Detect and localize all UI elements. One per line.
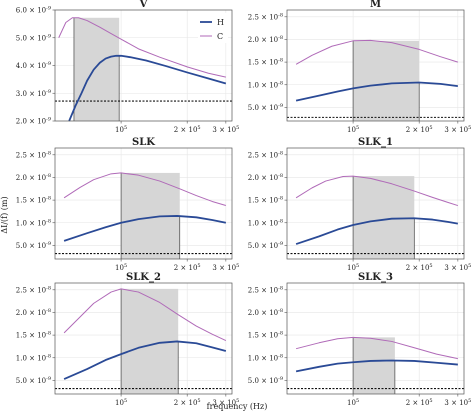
y-tick-label: 2.0 × 10-8 [248,308,283,317]
x-tick-label: 2 × 105 [406,125,433,134]
x-tick-label: 105 [115,125,127,134]
y-tick-label: 4.0 × 10-9 [16,61,51,70]
y-tick-label: 5.0 × 10-9 [248,103,283,112]
y-tick-label: 2.0 × 10-9 [16,117,51,126]
y-tick-label: 5.0 × 10-9 [248,376,283,385]
panel-title: SLK_2 [126,272,161,283]
y-tick-label: 2.0 × 10-8 [248,173,283,182]
x-tick-label: 2 × 105 [406,263,433,272]
y-tick-label: 2.5 × 10-8 [248,150,283,159]
x-tick-label: 105 [115,263,127,272]
x-tick-label: 3 × 105 [212,398,239,407]
panel-title: M [370,0,381,10]
legend-box [198,13,228,43]
x-tick-label: 2 × 105 [174,398,201,407]
y-tick-label: 2.5 × 10-8 [16,150,51,159]
y-tick-label: 5.0 × 10-9 [16,241,51,250]
series-line-c [63,288,227,341]
x-axis-label: frequency (Hz) [207,402,268,411]
y-tick-label: 1.0 × 10-8 [248,353,283,362]
plot-frame [286,147,465,260]
panel-slk-1: 105 2 × 105 3 × 105 5.0 × 10-9 1.0 × 10-8 1.5… [248,137,472,272]
y-tick-label: 1.5 × 10-8 [248,196,283,205]
series-line-h [295,81,458,102]
x-tick-label: 2 × 105 [174,125,201,134]
y-tick-label: 1.0 × 10-8 [248,218,283,227]
y-axis-label: ΔI/(f) (m) [0,196,9,233]
y-tick-label: 1.5 × 10-8 [16,331,51,340]
x-tick-label: 3 × 105 [212,125,239,134]
plot-frame [286,9,465,122]
y-tick-label: 2.0 × 10-8 [16,308,51,317]
x-tick-label: 3 × 105 [212,263,239,272]
y-tick-label: 2.0 × 10-8 [248,35,283,44]
series-line-h [295,217,459,245]
x-tick-label: 3 × 105 [444,125,471,134]
y-tick-label: 1.0 × 10-8 [16,218,51,227]
y-tick-label: 1.5 × 10-8 [248,331,283,340]
y-tick-label: 6.0 × 10-9 [16,6,51,15]
x-tick-label: 105 [347,263,359,272]
legend-label: H [217,18,224,27]
y-tick-label: 2.5 × 10-8 [248,285,283,294]
y-tick-label: 5.0 × 10-9 [248,241,283,250]
panel-slk-3: 105 2 × 105 3 × 105 5.0 × 10-9 1.0 × 10-8 1.5… [248,272,472,407]
y-tick-label: 1.0 × 10-8 [16,353,51,362]
x-tick-label: 105 [115,398,127,407]
x-tick-label: 3 × 105 [444,398,471,407]
y-tick-label: 1.5 × 10-8 [16,196,51,205]
y-tick-label: 2.5 × 10-8 [248,12,283,21]
y-tick-label: 1.0 × 10-8 [248,80,283,89]
y-tick-label: 3.0 × 10-9 [16,89,51,98]
x-tick-label: 3 × 105 [444,263,471,272]
series-line-h [63,215,227,242]
panel-title: SLK [132,137,155,148]
y-tick-label: 2.0 × 10-8 [16,173,51,182]
plot-frame [286,282,465,395]
plot-frame [54,282,233,395]
panel-title: SLK_1 [358,137,393,148]
panel-title: SLK_3 [358,272,393,283]
x-tick-label: 2 × 105 [174,263,201,272]
series-line-c [295,39,458,65]
panel-title: V [139,0,148,10]
series-line-c [295,336,458,360]
plot-frame [54,147,233,260]
y-tick-label: 5.0 × 10-9 [16,376,51,385]
y-tick-label: 1.5 × 10-8 [248,58,283,67]
legend: HC [198,13,228,43]
panel-m: 105 2 × 105 3 × 105 5.0 × 10-9 1.0 × 10-8 1.5… [248,0,472,134]
shaded-band [353,337,395,394]
legend-label: C [217,32,223,41]
x-tick-label: 2 × 105 [406,398,433,407]
x-tick-label: 105 [347,398,359,407]
shaded-band [353,40,420,121]
series-line-h [68,54,227,122]
y-tick-label: 5.0 × 10-9 [16,33,51,42]
panel-slk-2: 105 2 × 105 3 × 105 5.0 × 10-9 1.0 × 10-8 1.5… [16,272,240,407]
series-line-h [63,340,227,380]
x-tick-label: 105 [347,125,359,134]
series-line-c [58,17,226,78]
y-tick-label: 2.5 × 10-8 [16,285,51,294]
series-line-h [295,359,458,373]
series-line-c [295,175,459,207]
series-line-c [63,172,226,207]
shaded-band [73,17,120,121]
panel-slk: 105 2 × 105 3 × 105 5.0 × 10-9 1.0 × 10-8 1.5… [16,137,240,272]
